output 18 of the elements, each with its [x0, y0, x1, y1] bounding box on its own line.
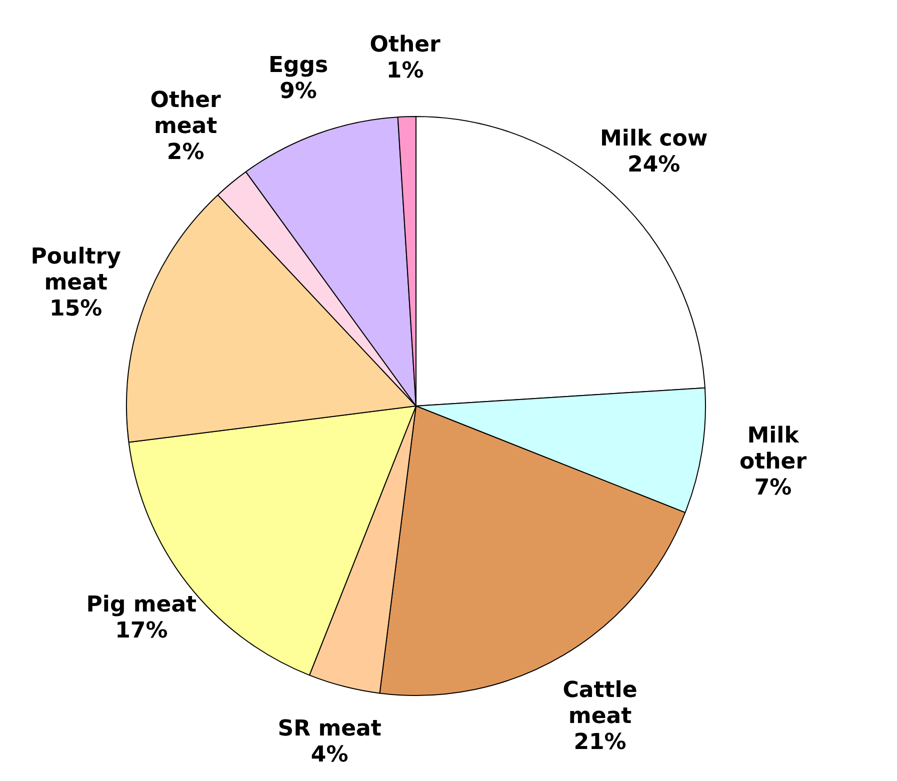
data-label: 2% [166, 140, 204, 166]
slice-label: Milk cow [600, 126, 708, 152]
slice-label: Other meat [150, 88, 222, 140]
slice-label: Poultry meat [30, 244, 121, 296]
data-label: 1% [386, 58, 424, 84]
slice-label: Milk other [740, 423, 807, 474]
slice-label: Cattle meat [562, 678, 638, 729]
data-label: 7% [754, 475, 792, 500]
data-label: 24% [628, 152, 680, 178]
data-label: 9% [280, 78, 317, 104]
slice-label: Eggs [268, 52, 328, 78]
data-label: 17% [115, 618, 168, 644]
data-label: 15% [50, 296, 102, 322]
slice-label: Pig meat [86, 592, 198, 618]
data-label: 21% [574, 730, 626, 755]
slice-label: Other [370, 32, 441, 58]
slice-label: SR meat [278, 716, 382, 742]
data-label: 4% [310, 742, 348, 768]
